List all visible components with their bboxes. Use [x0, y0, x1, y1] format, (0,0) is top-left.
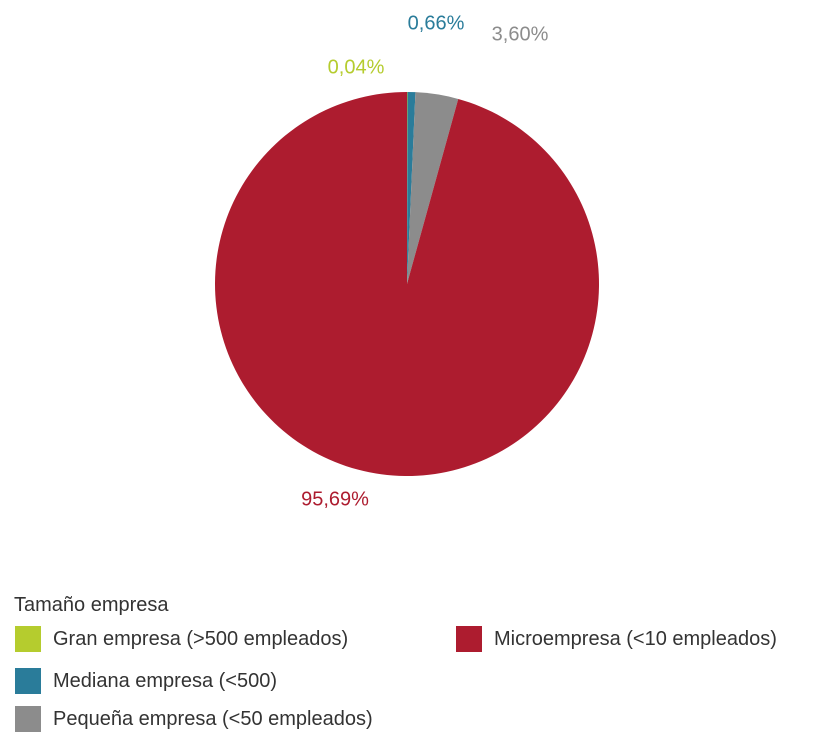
data-label-microempresa: 95,69% [301, 489, 369, 512]
legend-title: Tamaño empresa [14, 594, 169, 617]
legend-swatch-microempresa [456, 626, 482, 652]
data-label-gran-empresa: 0,04% [328, 57, 385, 80]
legend-item-mediana-empresa[interactable]: Mediana empresa (<500) [15, 666, 277, 696]
legend-swatch-gran-empresa [15, 626, 41, 652]
legend-item-gran-empresa[interactable]: Gran empresa (>500 empleados) [15, 624, 348, 654]
legend-label-pequena-empresa: Pequeña empresa (<50 empleados) [53, 708, 373, 731]
data-label-mediana-empresa: 0,66% [408, 13, 465, 36]
legend-label-mediana-empresa: Mediana empresa (<500) [53, 670, 277, 693]
legend-label-microempresa: Microempresa (<10 empleados) [494, 628, 777, 651]
legend-label-gran-empresa: Gran empresa (>500 empleados) [53, 628, 348, 651]
legend-item-microempresa[interactable]: Microempresa (<10 empleados) [456, 624, 777, 654]
legend-swatch-mediana-empresa [15, 668, 41, 694]
legend-swatch-pequena-empresa [15, 706, 41, 732]
pie-slice-microempresa[interactable] [215, 92, 599, 476]
data-label-pequena-empresa: 3,60% [492, 24, 549, 47]
